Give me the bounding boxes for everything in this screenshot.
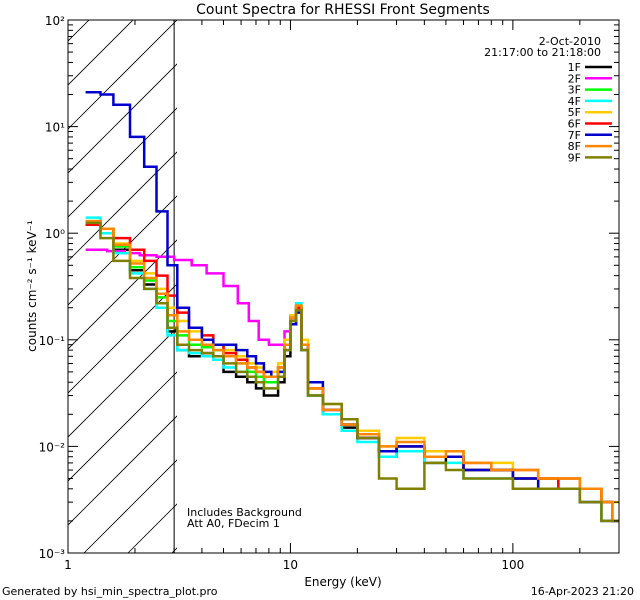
x-tick-labels: 1 10 100 [64, 558, 524, 572]
time-range-label: 21:17:00 to 21:18:00 [484, 46, 601, 59]
hatch-line [68, 239, 177, 350]
series-line-9F [85, 221, 619, 523]
series-line-5F [85, 221, 619, 504]
y-tick-label: 10² [45, 14, 65, 28]
footer-generated-by: Generated by hsi_min_spectra_plot.pro [2, 585, 218, 598]
hatch-line [68, 283, 177, 394]
x-tick-label: 100 [501, 558, 524, 572]
hatched-region [0, 0, 177, 553]
legend-label-7F: 7F [568, 129, 581, 142]
hatch-line [68, 415, 177, 526]
annotation-attenuator: Att A0, FDecim 1 [187, 517, 280, 530]
y-tick-label: 10⁻³ [39, 547, 66, 561]
date-label: 2-Oct-2010 [539, 35, 601, 48]
annotation-background: Includes Background [187, 506, 302, 519]
legend-label-3F: 3F [568, 84, 581, 97]
y-tick-label: 10⁻¹ [39, 334, 66, 348]
legend-label-6F: 6F [568, 118, 581, 131]
chart-title: Count Spectra for RHESSI Front Segments [196, 2, 490, 18]
y-axis-label: counts cm⁻² s⁻¹ keV⁻¹ [25, 220, 39, 352]
legend-label-8F: 8F [568, 140, 581, 153]
y-tick-label: 10¹ [45, 121, 65, 135]
x-tick-label: 10 [283, 558, 298, 572]
axis-ticks [67, 19, 620, 554]
footer-timestamp: 16-Apr-2023 21:20 [531, 585, 634, 598]
hatch-line [68, 20, 134, 86]
legend-label-4F: 4F [568, 95, 581, 108]
legend-label-2F: 2F [568, 72, 581, 85]
hatch-line [68, 20, 177, 130]
hatch-line [68, 195, 177, 306]
y-tick-label: 10⁰ [45, 227, 65, 241]
hatch-line [68, 20, 90, 42]
plot-frame [67, 19, 620, 554]
hatch-line [0, 0, 112, 553]
legend-label-1F: 1F [568, 61, 581, 74]
series-lines [85, 91, 619, 523]
hatch-line [68, 151, 177, 262]
legend-label-9F: 9F [568, 151, 581, 164]
x-tick-label: 1 [64, 558, 72, 572]
x-axis-label: Energy (keV) [304, 575, 381, 589]
hatch-line [68, 371, 177, 482]
y-tick-labels: 10⁻³ 10⁻² 10⁻¹ 10⁰ 10¹ 10² [39, 14, 66, 561]
series-line-8F [85, 219, 619, 523]
hatch-line [127, 503, 177, 553]
legend-label-5F: 5F [568, 106, 581, 119]
y-tick-label: 10⁻² [39, 440, 66, 454]
